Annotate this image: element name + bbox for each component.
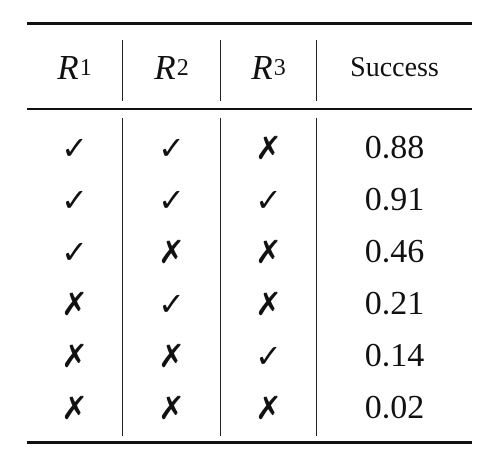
header-r3-base: R: [251, 48, 273, 87]
header-r3-sub: 3: [273, 54, 286, 81]
cell-r2: ✓: [158, 129, 185, 167]
header-rule: [27, 108, 472, 110]
cell-r3: ✗: [255, 285, 282, 323]
cell-r1: ✓: [61, 233, 88, 271]
cell-r2: ✓: [158, 285, 185, 323]
header-r1-sub: 1: [79, 54, 92, 81]
header-success: Success: [317, 30, 472, 106]
header-separator: [122, 40, 124, 101]
cell-r3: ✓: [255, 181, 282, 219]
cell-r3: ✓: [255, 337, 282, 375]
cell-success: 0.88: [364, 129, 425, 166]
cell-r2: ✗: [158, 337, 185, 375]
bottom-rule: [27, 441, 472, 444]
cell-r1: ✗: [61, 389, 88, 427]
cell-success: 0.46: [364, 233, 425, 270]
body-separator: [316, 118, 318, 436]
cell-success: 0.02: [364, 389, 425, 426]
top-rule: [27, 22, 472, 25]
header-r2-base: R: [154, 48, 176, 87]
body-separator: [122, 118, 124, 436]
cell-success: 0.14: [364, 337, 425, 374]
cell-r1: ✗: [61, 285, 88, 323]
header-separator: [316, 40, 318, 101]
cell-r2: ✓: [158, 181, 185, 219]
cell-r1: ✗: [61, 337, 88, 375]
header-r1-base: R: [57, 48, 79, 87]
body-separator: [220, 118, 222, 436]
header-separator: [220, 40, 222, 101]
cell-r2: ✗: [158, 233, 185, 271]
cell-success: 0.21: [364, 285, 425, 322]
cell-r3: ✗: [255, 233, 282, 271]
cell-r3: ✗: [255, 389, 282, 427]
cell-r3: ✗: [255, 129, 282, 167]
cell-r2: ✗: [158, 389, 185, 427]
cell-r1: ✓: [61, 129, 88, 167]
header-r2-sub: 2: [176, 54, 189, 81]
header-success-label: Success: [350, 52, 439, 83]
cell-success: 0.91: [364, 181, 425, 218]
cell-r1: ✓: [61, 181, 88, 219]
